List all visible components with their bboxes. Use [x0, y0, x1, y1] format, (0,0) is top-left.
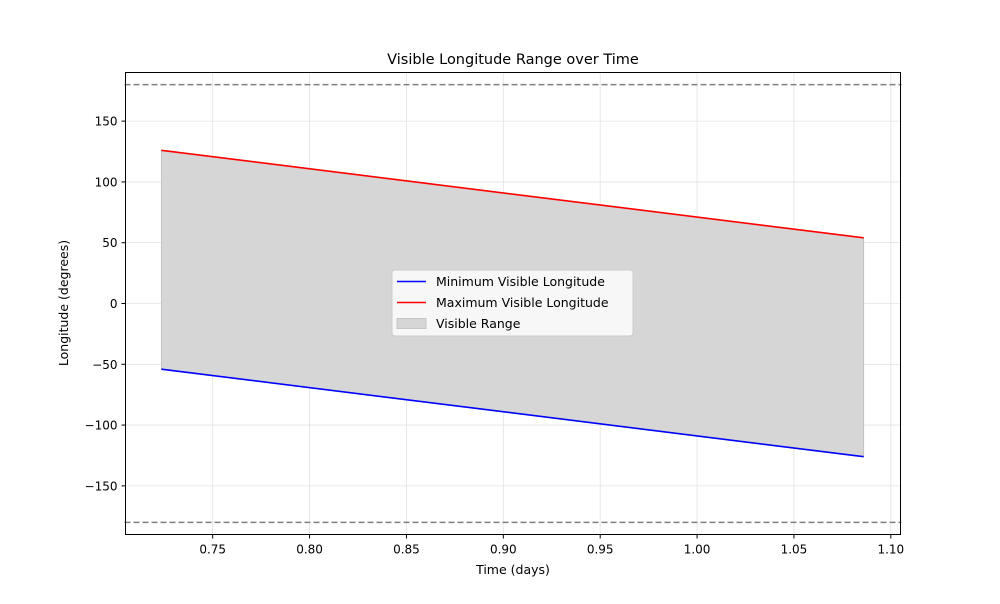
x-tick-label: 0.75 [199, 543, 226, 557]
x-tick-label: 1.00 [684, 543, 711, 557]
x-axis: 0.75 0.80 0.85 0.90 0.95 1.00 1.05 1.10 [199, 534, 904, 557]
y-axis: −150 −100 −50 0 50 100 150 [85, 115, 126, 493]
series-line [161, 368, 864, 458]
legend: Minimum Visible Longitude Maximum Visible… [391, 269, 634, 337]
series-layer [161, 149, 864, 458]
legend-label: Visible Range [436, 316, 521, 331]
legend-swatch [396, 318, 427, 329]
y-axis-label: Longitude (degrees) [56, 240, 71, 366]
legend-label: Maximum Visible Longitude [436, 295, 609, 310]
x-axis-label: Time (days) [475, 562, 550, 577]
x-tick-label: 0.80 [296, 543, 323, 557]
x-tick-label: 0.90 [490, 543, 517, 557]
y-tick-label: −50 [92, 358, 117, 372]
x-tick-label: 1.05 [781, 543, 808, 557]
x-tick-label: 0.85 [393, 543, 420, 557]
x-tick-label: 0.95 [587, 543, 614, 557]
y-tick-label: −150 [85, 479, 118, 493]
series-line [161, 149, 864, 239]
chart-title: Visible Longitude Range over Time [387, 52, 639, 68]
y-tick-label: 150 [95, 115, 118, 129]
x-tick-label: 1.10 [877, 543, 904, 557]
legend-box [391, 269, 634, 337]
y-tick-label: 50 [102, 236, 117, 250]
legend-label: Minimum Visible Longitude [436, 274, 605, 289]
y-tick-label: 0 [110, 297, 118, 311]
y-tick-label: −100 [85, 419, 118, 433]
reference-lines [124, 83, 902, 524]
y-tick-label: 100 [95, 175, 118, 189]
